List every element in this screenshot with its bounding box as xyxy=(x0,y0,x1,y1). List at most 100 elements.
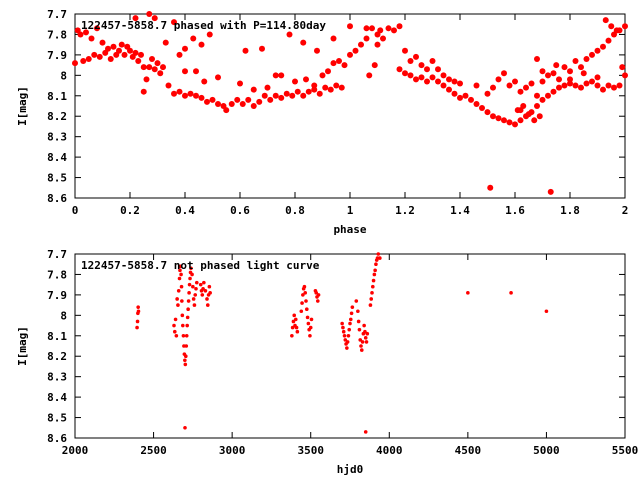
unphased-x-tick-label: 5500 xyxy=(612,444,639,457)
phased-data-point xyxy=(572,58,579,65)
phased-data-point xyxy=(182,68,188,75)
phased-y-tick-label: 7.7 xyxy=(47,8,67,21)
unphased-data-point xyxy=(302,284,307,289)
unphased-data-point xyxy=(341,325,345,330)
phased-data-point xyxy=(294,88,301,95)
phased-y-tick-label: 8.3 xyxy=(47,131,67,144)
phased-y-tick-label: 7.9 xyxy=(47,49,67,62)
unphased-data-point xyxy=(290,325,295,330)
unphased-data-point xyxy=(360,340,365,344)
phased-data-point xyxy=(149,55,155,62)
unphased-data-point xyxy=(349,311,354,316)
phased-data-point xyxy=(424,78,430,85)
unphased-data-point xyxy=(179,272,183,277)
unphased-data-point xyxy=(183,362,188,367)
unphased-y-tick-label: 8.2 xyxy=(47,350,67,363)
phased-data-point xyxy=(116,47,122,54)
phased-data-point xyxy=(347,23,353,30)
unphased-x-tick-label: 3000 xyxy=(219,444,246,457)
phased-data-point xyxy=(550,70,557,77)
phased-data-point xyxy=(239,100,246,107)
phased-data-point xyxy=(534,55,540,62)
unphased-data-point xyxy=(357,327,362,332)
unphased-data-point xyxy=(187,282,192,287)
phased-data-point xyxy=(223,107,230,114)
unphased-data-point xyxy=(370,291,374,295)
phased-data-point xyxy=(140,64,147,71)
phased-data-point xyxy=(316,90,323,97)
phased-data-point xyxy=(561,82,568,89)
phased-data-point xyxy=(528,80,535,87)
phased-data-point xyxy=(605,82,612,89)
phased-y-tick-label: 8.1 xyxy=(47,90,67,103)
phased-data-point xyxy=(506,119,513,126)
unphased-data-point xyxy=(345,346,349,350)
phased-x-tick-label: 0 xyxy=(72,204,79,217)
phased-data-point xyxy=(407,72,414,79)
unphased-data-point xyxy=(179,284,184,289)
phased-data-point xyxy=(429,74,436,81)
phased-data-point xyxy=(250,86,257,93)
phased-data-point xyxy=(72,60,78,67)
phased-data-point xyxy=(517,107,524,114)
unphased-x-tick-label: 2000 xyxy=(62,444,89,457)
unphased-data-point xyxy=(290,333,294,338)
phased-data-point xyxy=(572,82,579,89)
unphased-data-point xyxy=(295,329,300,334)
phased-data-point xyxy=(278,94,285,101)
unphased-x-tick-label: 4000 xyxy=(376,444,403,457)
phased-data-point xyxy=(391,27,397,34)
unphased-data-point xyxy=(356,309,360,314)
phased-data-point xyxy=(83,29,89,36)
phased-data-point xyxy=(121,51,128,58)
phased-data-point xyxy=(567,76,573,83)
phased-data-point xyxy=(300,39,307,46)
phased-data-point xyxy=(206,31,213,38)
phased-data-point xyxy=(94,25,100,32)
phased-data-point xyxy=(336,58,342,65)
phased-data-point xyxy=(256,98,263,105)
phased-data-point xyxy=(600,43,606,50)
phased-data-point xyxy=(85,55,92,62)
phased-data-point xyxy=(611,84,617,91)
phased-data-point xyxy=(413,53,419,60)
phased-y-tick-label: 7.8 xyxy=(47,28,67,41)
unphased-data-point xyxy=(208,291,212,295)
unphased-plot-frame xyxy=(74,253,626,439)
phased-data-point xyxy=(264,84,271,91)
unphased-data-point xyxy=(368,303,373,307)
phased-y-axis-title: I[mag] xyxy=(16,86,29,126)
unphased-data-point xyxy=(314,291,319,295)
phased-data-point xyxy=(380,35,386,42)
unphased-data-point xyxy=(185,315,190,320)
phased-data-point xyxy=(539,68,546,75)
unphased-data-point xyxy=(316,293,321,297)
phased-data-point xyxy=(578,84,584,91)
phased-data-point xyxy=(333,82,340,89)
unphased-y-tick-label: 7.9 xyxy=(47,289,67,302)
phased-data-point xyxy=(245,96,252,103)
unphased-data-point xyxy=(301,293,305,297)
unphased-y-tick-label: 8 xyxy=(60,309,67,322)
unphased-light-curve-panel: 2000 2500 3000 3500 4000 4500 5000 5500 7.7 7.8 7.… xyxy=(16,248,638,476)
unphased-data-point xyxy=(369,297,374,301)
phased-data-point xyxy=(234,96,241,103)
phased-data-point xyxy=(209,96,216,103)
unphased-x-axis-title: hjd0 xyxy=(337,463,364,476)
unphased-data-point xyxy=(305,315,310,320)
phased-x-tick-label: 1.6 xyxy=(505,204,525,217)
phased-data-point xyxy=(553,62,560,69)
phased-data-point xyxy=(547,188,554,195)
unphased-data-point xyxy=(343,338,348,342)
phased-data-point xyxy=(539,96,546,103)
unphased-x-tick-label: 2500 xyxy=(140,444,167,457)
unphased-data-point xyxy=(178,264,183,269)
phased-data-point xyxy=(550,88,557,95)
phased-data-point xyxy=(556,76,562,83)
phased-data-point xyxy=(182,45,188,52)
phased-data-point xyxy=(363,25,370,32)
unphased-data-point xyxy=(135,319,140,324)
unphased-data-point xyxy=(378,256,382,260)
unphased-data-point xyxy=(183,358,187,363)
unphased-data-point xyxy=(300,301,304,305)
